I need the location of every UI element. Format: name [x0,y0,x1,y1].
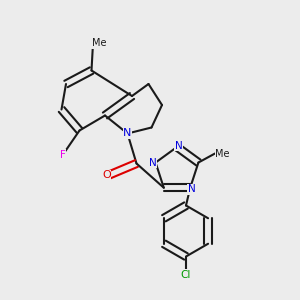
Text: N: N [123,128,132,139]
Text: Me: Me [92,38,106,49]
Text: N: N [188,184,196,194]
Text: F: F [60,149,66,160]
Text: O: O [102,170,111,181]
Text: N: N [149,158,157,167]
Text: Cl: Cl [181,269,191,280]
Text: Me: Me [215,148,230,158]
Text: N: N [175,140,182,151]
